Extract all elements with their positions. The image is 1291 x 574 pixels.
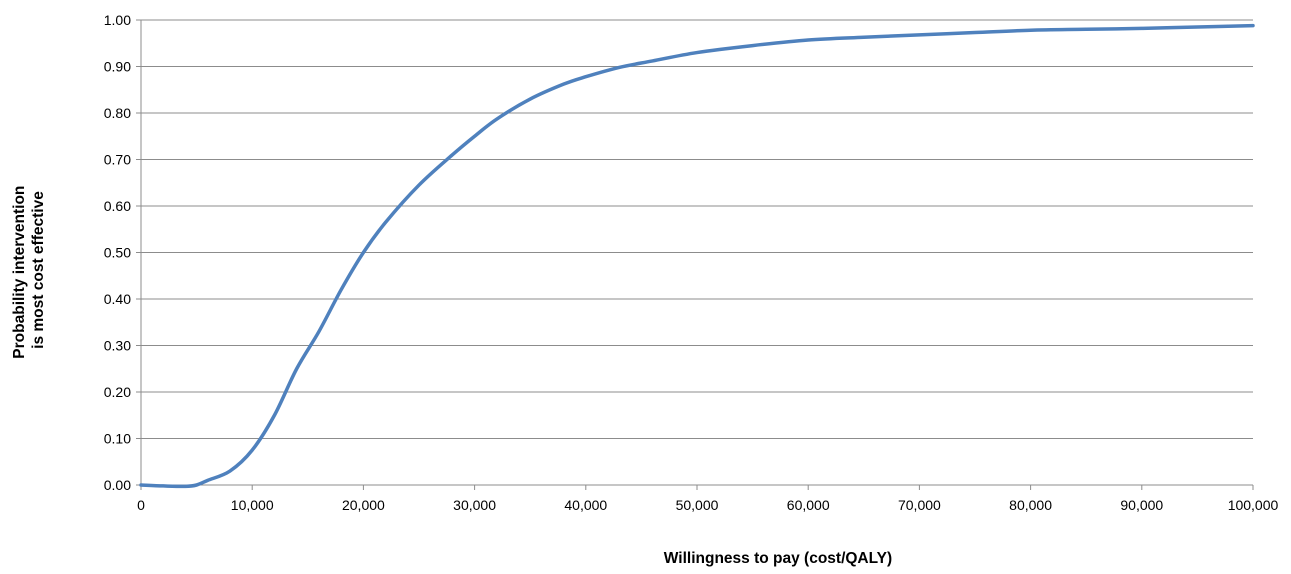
y-tick-labels: 0.00 0.10 0.20 0.30 0.40 0.50 0.60 0.70 0.80 0.90… [104, 12, 131, 493]
y-tick-label: 1.00 [104, 12, 131, 28]
x-tick-label: 40,000 [564, 497, 607, 513]
x-tick-label: 0 [137, 497, 145, 513]
x-tick-label: 90,000 [1120, 497, 1163, 513]
y-tick-label: 0.50 [104, 245, 131, 261]
x-tick-label: 80,000 [1009, 497, 1052, 513]
x-axis-title: Willingness to pay (cost/QALY) [664, 550, 892, 567]
x-tick-labels: 0 10,000 20,000 30,000 40,000 50,000 60,000 70,… [137, 497, 1278, 513]
x-tick-label: 100,000 [1228, 497, 1279, 513]
x-tick-label: 60,000 [787, 497, 830, 513]
y-axis-title-line-1: Probability intervention [11, 186, 28, 359]
x-tick-label: 30,000 [453, 497, 496, 513]
y-tick-label: 0.90 [104, 59, 131, 75]
y-axis-title: Probability intervention is most cost ef… [11, 181, 47, 358]
y-tick-label: 0.00 [104, 477, 131, 493]
y-tick-label: 0.40 [104, 291, 131, 307]
y-tick-label: 0.30 [104, 338, 131, 354]
y-tick-label: 0.80 [104, 105, 131, 121]
y-tick-label: 0.60 [104, 198, 131, 214]
series-layer [139, 23, 1255, 489]
y-axis-title-line-2: is most cost effective [30, 191, 47, 349]
series-line-0 [139, 23, 1255, 489]
x-tick-label: 70,000 [898, 497, 941, 513]
gridlines [141, 19, 1253, 439]
y-tick-label: 0.70 [104, 152, 131, 168]
axes [136, 19, 1254, 490]
x-tick-label: 10,000 [231, 497, 274, 513]
y-tick-label: 0.20 [104, 384, 131, 400]
x-tick-label: 50,000 [676, 497, 719, 513]
x-tick-label: 20,000 [342, 497, 385, 513]
y-tick-label: 0.10 [104, 431, 131, 447]
